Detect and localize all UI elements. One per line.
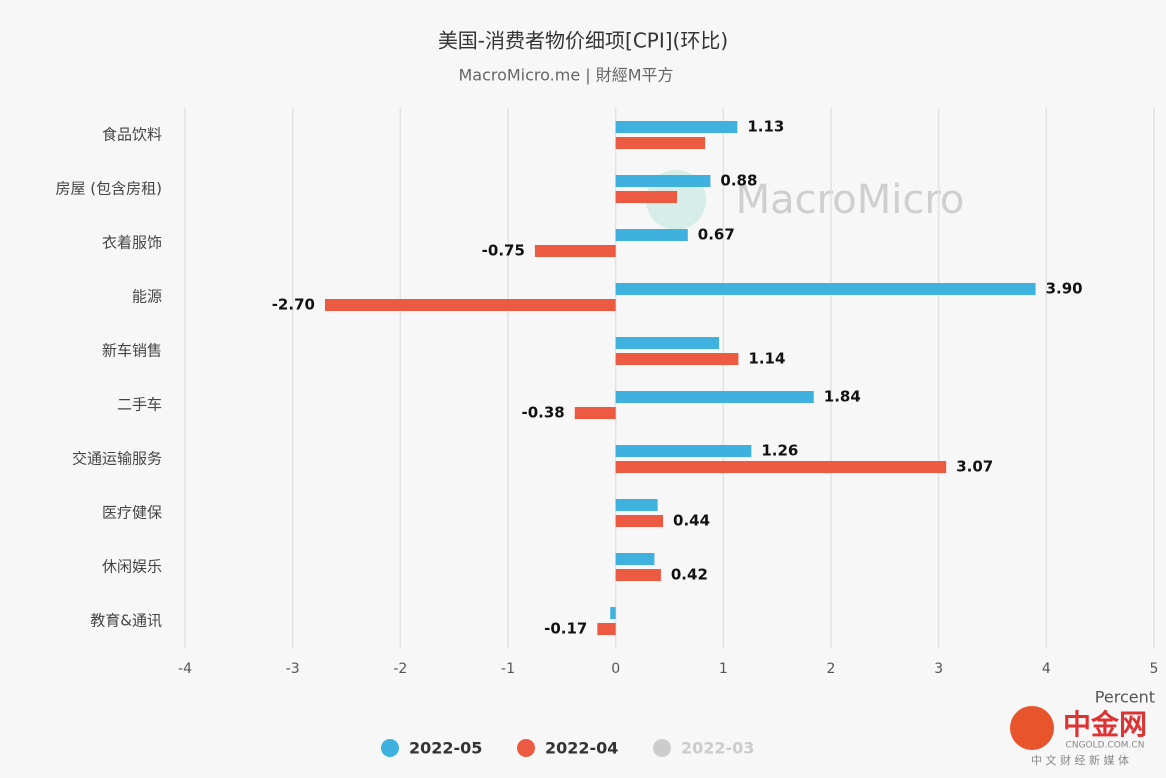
y-tick-label: 食品饮料 xyxy=(102,126,162,144)
value-label: 0.67 xyxy=(698,226,735,244)
bar xyxy=(615,337,720,349)
x-tick-label: 5 xyxy=(1150,661,1159,677)
bar xyxy=(574,407,616,419)
x-tick-label: -3 xyxy=(286,661,300,677)
x-axis-label: Percent xyxy=(1095,688,1155,707)
bar xyxy=(615,229,688,241)
bar xyxy=(615,283,1036,295)
y-tick-label: 新车销售 xyxy=(102,342,162,360)
legend-label[interactable]: 2022-05 xyxy=(409,739,482,758)
value-label: 3.90 xyxy=(1046,280,1083,298)
legend-label[interactable]: 2022-03 xyxy=(681,739,754,758)
value-label: 1.26 xyxy=(761,442,798,460)
y-tick-label: 医疗健保 xyxy=(102,504,162,522)
y-tick-label: 能源 xyxy=(132,288,162,306)
bar xyxy=(615,191,678,203)
footer-site: CNGOLD.COM.CN xyxy=(1066,741,1145,751)
bar xyxy=(610,607,616,619)
value-label: 0.44 xyxy=(673,512,710,530)
bar xyxy=(615,353,739,365)
bar xyxy=(615,499,658,511)
footer-icon xyxy=(1010,706,1054,750)
value-label: 1.84 xyxy=(824,388,861,406)
y-tick-label: 房屋 (包含房租) xyxy=(56,180,162,198)
x-tick-label: -2 xyxy=(393,661,407,677)
bar xyxy=(615,569,661,581)
legend-swatch xyxy=(517,739,535,757)
legend-label[interactable]: 2022-04 xyxy=(545,739,618,758)
y-tick-label: 衣着服饰 xyxy=(102,234,162,252)
value-label: 0.88 xyxy=(720,172,757,190)
bar xyxy=(615,175,711,187)
value-label: -2.70 xyxy=(272,296,315,314)
y-tick-label: 二手车 xyxy=(117,396,162,414)
bar xyxy=(324,299,616,311)
x-tick-label: 0 xyxy=(611,661,620,677)
value-label: 1.13 xyxy=(747,118,784,136)
x-tick-label: -4 xyxy=(178,661,192,677)
footer-slogan: 中 文 财 经 新 媒 体 xyxy=(1031,753,1129,767)
watermark: MacroMicro xyxy=(736,177,965,223)
x-tick-label: 4 xyxy=(1042,661,1051,677)
y-tick-label: 交通运输服务 xyxy=(72,450,162,468)
value-label: -0.75 xyxy=(482,242,525,260)
bar xyxy=(615,137,706,149)
x-tick-label: 2 xyxy=(827,661,836,677)
bar xyxy=(615,391,814,403)
chart-subtitle: MacroMicro.me | 財經M平方 xyxy=(458,66,673,85)
bar xyxy=(615,515,664,527)
bar xyxy=(615,461,947,473)
value-label: -0.38 xyxy=(522,404,565,422)
x-tick-label: -1 xyxy=(501,661,515,677)
value-label: 3.07 xyxy=(956,458,993,476)
legend-swatch xyxy=(653,739,671,757)
value-label: 0.42 xyxy=(671,566,708,584)
value-label: -0.17 xyxy=(544,620,587,638)
legend-swatch xyxy=(381,739,399,757)
bar xyxy=(534,245,616,257)
bar xyxy=(597,623,616,635)
x-tick-label: 3 xyxy=(934,661,943,677)
bar xyxy=(615,445,752,457)
y-tick-label: 教育&通讯 xyxy=(90,612,162,630)
bar xyxy=(615,121,738,133)
value-label: 1.14 xyxy=(748,350,785,368)
bar xyxy=(615,553,655,565)
footer-logo: 中金网 xyxy=(1063,708,1147,741)
x-tick-label: 1 xyxy=(719,661,728,677)
y-tick-label: 休闲娱乐 xyxy=(102,558,162,576)
chart-title: 美国-消费者物价细项[CPI](环比) xyxy=(438,29,728,53)
